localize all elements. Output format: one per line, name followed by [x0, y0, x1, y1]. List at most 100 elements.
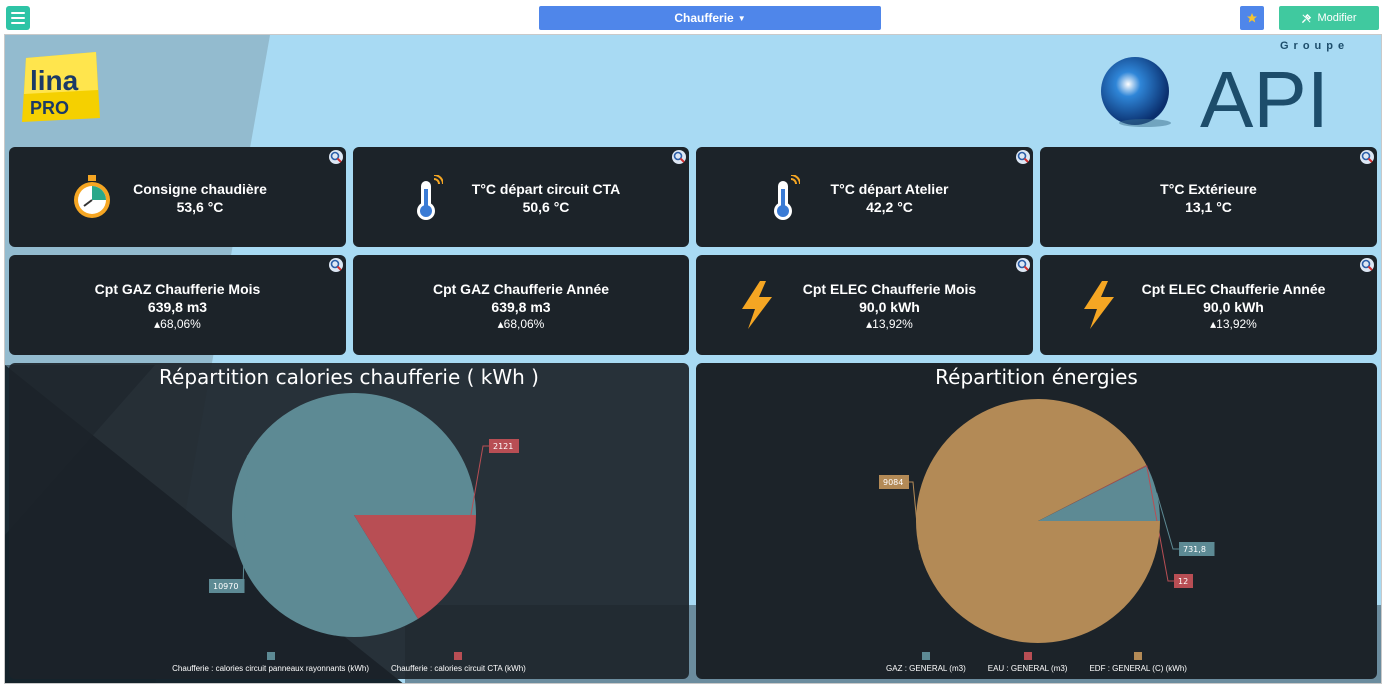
pie-chart-energies[interactable]: 731,8 12 9084	[696, 363, 1377, 679]
lina-logo-sub: PRO	[30, 98, 69, 118]
tile-value: 639,8 m3	[491, 299, 551, 315]
lightning-icon	[742, 281, 772, 329]
menu-icon-line	[11, 17, 25, 19]
page-selector-dropdown[interactable]: Chaufferie ▼	[539, 6, 881, 30]
tile-title: Consigne chaudière	[133, 181, 267, 197]
legend-label: EAU : GENERAL (m3)	[987, 664, 1068, 673]
tile-value: 13,1 °C	[1185, 199, 1232, 215]
menu-icon-line	[11, 12, 25, 14]
legend-swatch	[266, 652, 275, 660]
legend-label: GAZ : GENERAL (m3)	[886, 664, 966, 673]
legend-swatch	[921, 652, 930, 660]
tile-value: 639,8 m3	[147, 299, 208, 315]
pie-slice[interactable]	[1038, 465, 1147, 521]
data-label: 10970	[213, 582, 238, 591]
tile-percent: ▴68,06%	[497, 317, 545, 331]
label-leader-line	[1156, 492, 1179, 550]
lina-pro-logo: lina PRO	[22, 52, 100, 122]
pie-slice[interactable]	[1038, 465, 1160, 521]
tile-value: 42,2 °C	[866, 199, 913, 215]
chart-legend: Chaufferie : calories circuit panneaux r…	[9, 652, 689, 673]
tile-title: Cpt ELEC Chaufferie Année	[1141, 281, 1326, 297]
tile-percent: ▴68,06%	[154, 317, 201, 331]
modify-button-label: Modifier	[1317, 12, 1357, 24]
page-selector-label: Chaufferie	[674, 11, 734, 25]
data-label-box	[879, 475, 909, 489]
thermometer-icon	[774, 175, 800, 220]
zoom-icon[interactable]	[328, 149, 344, 165]
legend-item[interactable]: EDF : GENERAL (C) (kWh)	[1089, 652, 1187, 673]
api-group-text: Groupe	[1280, 40, 1349, 52]
top-bar: Chaufferie ▼ Modifier	[0, 0, 1385, 36]
zoom-icon[interactable]	[671, 149, 687, 165]
lina-logo-text: lina	[30, 65, 79, 96]
data-label-box	[209, 579, 245, 593]
zoom-icon[interactable]	[1015, 149, 1031, 165]
legend-swatch	[454, 652, 463, 660]
favorite-button[interactable]	[1240, 6, 1264, 30]
tile-depart-circuit-cta[interactable]: T°C départ circuit CTA 50,6 °C	[353, 147, 689, 247]
chart-tile-calories: Répartition calories chaufferie ( kWh ) …	[9, 363, 689, 679]
lightning-icon	[1084, 281, 1114, 329]
chart-title: Répartition calories chaufferie ( kWh )	[159, 365, 539, 389]
legend-item[interactable]: Chaufferie : calories circuit panneaux r…	[172, 652, 369, 673]
zoom-icon[interactable]	[1015, 257, 1031, 273]
tile-title: T°C Extérieure	[1160, 181, 1257, 197]
label-leader-line	[1146, 465, 1174, 582]
zoom-icon[interactable]	[1359, 257, 1375, 273]
chart-legend: GAZ : GENERAL (m3) EAU : GENERAL (m3) EDF …	[696, 652, 1377, 673]
tools-icon	[1302, 13, 1312, 23]
tile-percent: ▴13,92%	[1210, 317, 1257, 331]
modify-button[interactable]: Modifier	[1279, 6, 1379, 30]
tile-value: 90,0 kWh	[859, 299, 920, 315]
groupe-api-logo: Groupe API	[1101, 40, 1349, 139]
dashboard-canvas: lina PRO Groupe API Consigne chaudière 5…	[4, 34, 1382, 684]
data-label: 2121	[493, 442, 513, 451]
caret-down-icon: ▼	[737, 13, 746, 23]
pie-slice[interactable]	[354, 515, 476, 619]
tile-elec-mois[interactable]: Cpt ELEC Chaufferie Mois 90,0 kWh ▴13,92…	[696, 255, 1033, 355]
tile-title: T°C départ Atelier	[830, 181, 949, 197]
tile-consigne-chaudiere[interactable]: Consigne chaudière 53,6 °C	[9, 147, 346, 247]
tile-title: Cpt GAZ Chaufferie Année	[432, 281, 610, 297]
tile-title: Cpt ELEC Chaufferie Mois	[802, 281, 977, 297]
chart-tile-energies: Répartition énergies 731,8 12 9084 GAZ : G…	[696, 363, 1377, 679]
tile-percent: ▴13,92%	[866, 317, 913, 331]
legend-label: Chaufferie : calories circuit CTA (kWh)	[390, 664, 526, 673]
data-label-box	[489, 439, 519, 453]
tile-title: Cpt GAZ Chaufferie Mois	[94, 281, 261, 297]
zoom-icon[interactable]	[1359, 149, 1375, 165]
data-label-box	[1179, 542, 1215, 556]
legend-label: EDF : GENERAL (C) (kWh)	[1089, 664, 1187, 673]
tile-gaz-annee[interactable]: Cpt GAZ Chaufferie Année 639,8 m3 ▴68,06…	[353, 255, 689, 355]
legend-item[interactable]: Chaufferie : calories circuit CTA (kWh)	[391, 652, 526, 673]
tile-title: T°C départ circuit CTA	[471, 181, 621, 197]
tile-value: 90,0 kWh	[1203, 299, 1264, 315]
data-label: 9084	[883, 478, 903, 487]
legend-item[interactable]: EAU : GENERAL (m3)	[987, 652, 1068, 673]
api-name-text: API	[1200, 55, 1329, 139]
tile-depart-atelier[interactable]: T°C départ Atelier 42,2 °C	[696, 147, 1033, 247]
pie-slice[interactable]	[916, 399, 1160, 643]
api-globe-icon	[1101, 57, 1169, 125]
tile-elec-annee[interactable]: Cpt ELEC Chaufferie Année 90,0 kWh ▴13,9…	[1040, 255, 1377, 355]
data-label: 12	[1178, 577, 1188, 586]
zoom-icon[interactable]	[328, 257, 344, 273]
menu-icon-line	[11, 22, 25, 24]
pie-chart-calories[interactable]: 10970 2121	[9, 363, 689, 679]
stopwatch-icon	[74, 175, 110, 218]
tile-gaz-mois[interactable]: Cpt GAZ Chaufferie Mois 639,8 m3 ▴68,06%	[9, 255, 346, 355]
hamburger-menu-button[interactable]	[6, 6, 30, 30]
star-icon	[1247, 13, 1257, 23]
chart-title: Répartition énergies	[935, 365, 1138, 389]
legend-label: Chaufferie : calories circuit panneaux r…	[172, 664, 369, 673]
label-leader-line	[460, 445, 489, 575]
pie-slice[interactable]	[232, 392, 476, 637]
tile-value: 53,6 °C	[176, 199, 224, 215]
legend-swatch	[1023, 652, 1032, 660]
tile-value: 50,6 °C	[522, 199, 570, 215]
data-label-box	[1174, 574, 1193, 588]
legend-swatch	[1134, 652, 1143, 660]
tile-temperature-exterieure[interactable]: T°C Extérieure 13,1 °C	[1040, 147, 1377, 247]
legend-item[interactable]: GAZ : GENERAL (m3)	[886, 652, 966, 673]
